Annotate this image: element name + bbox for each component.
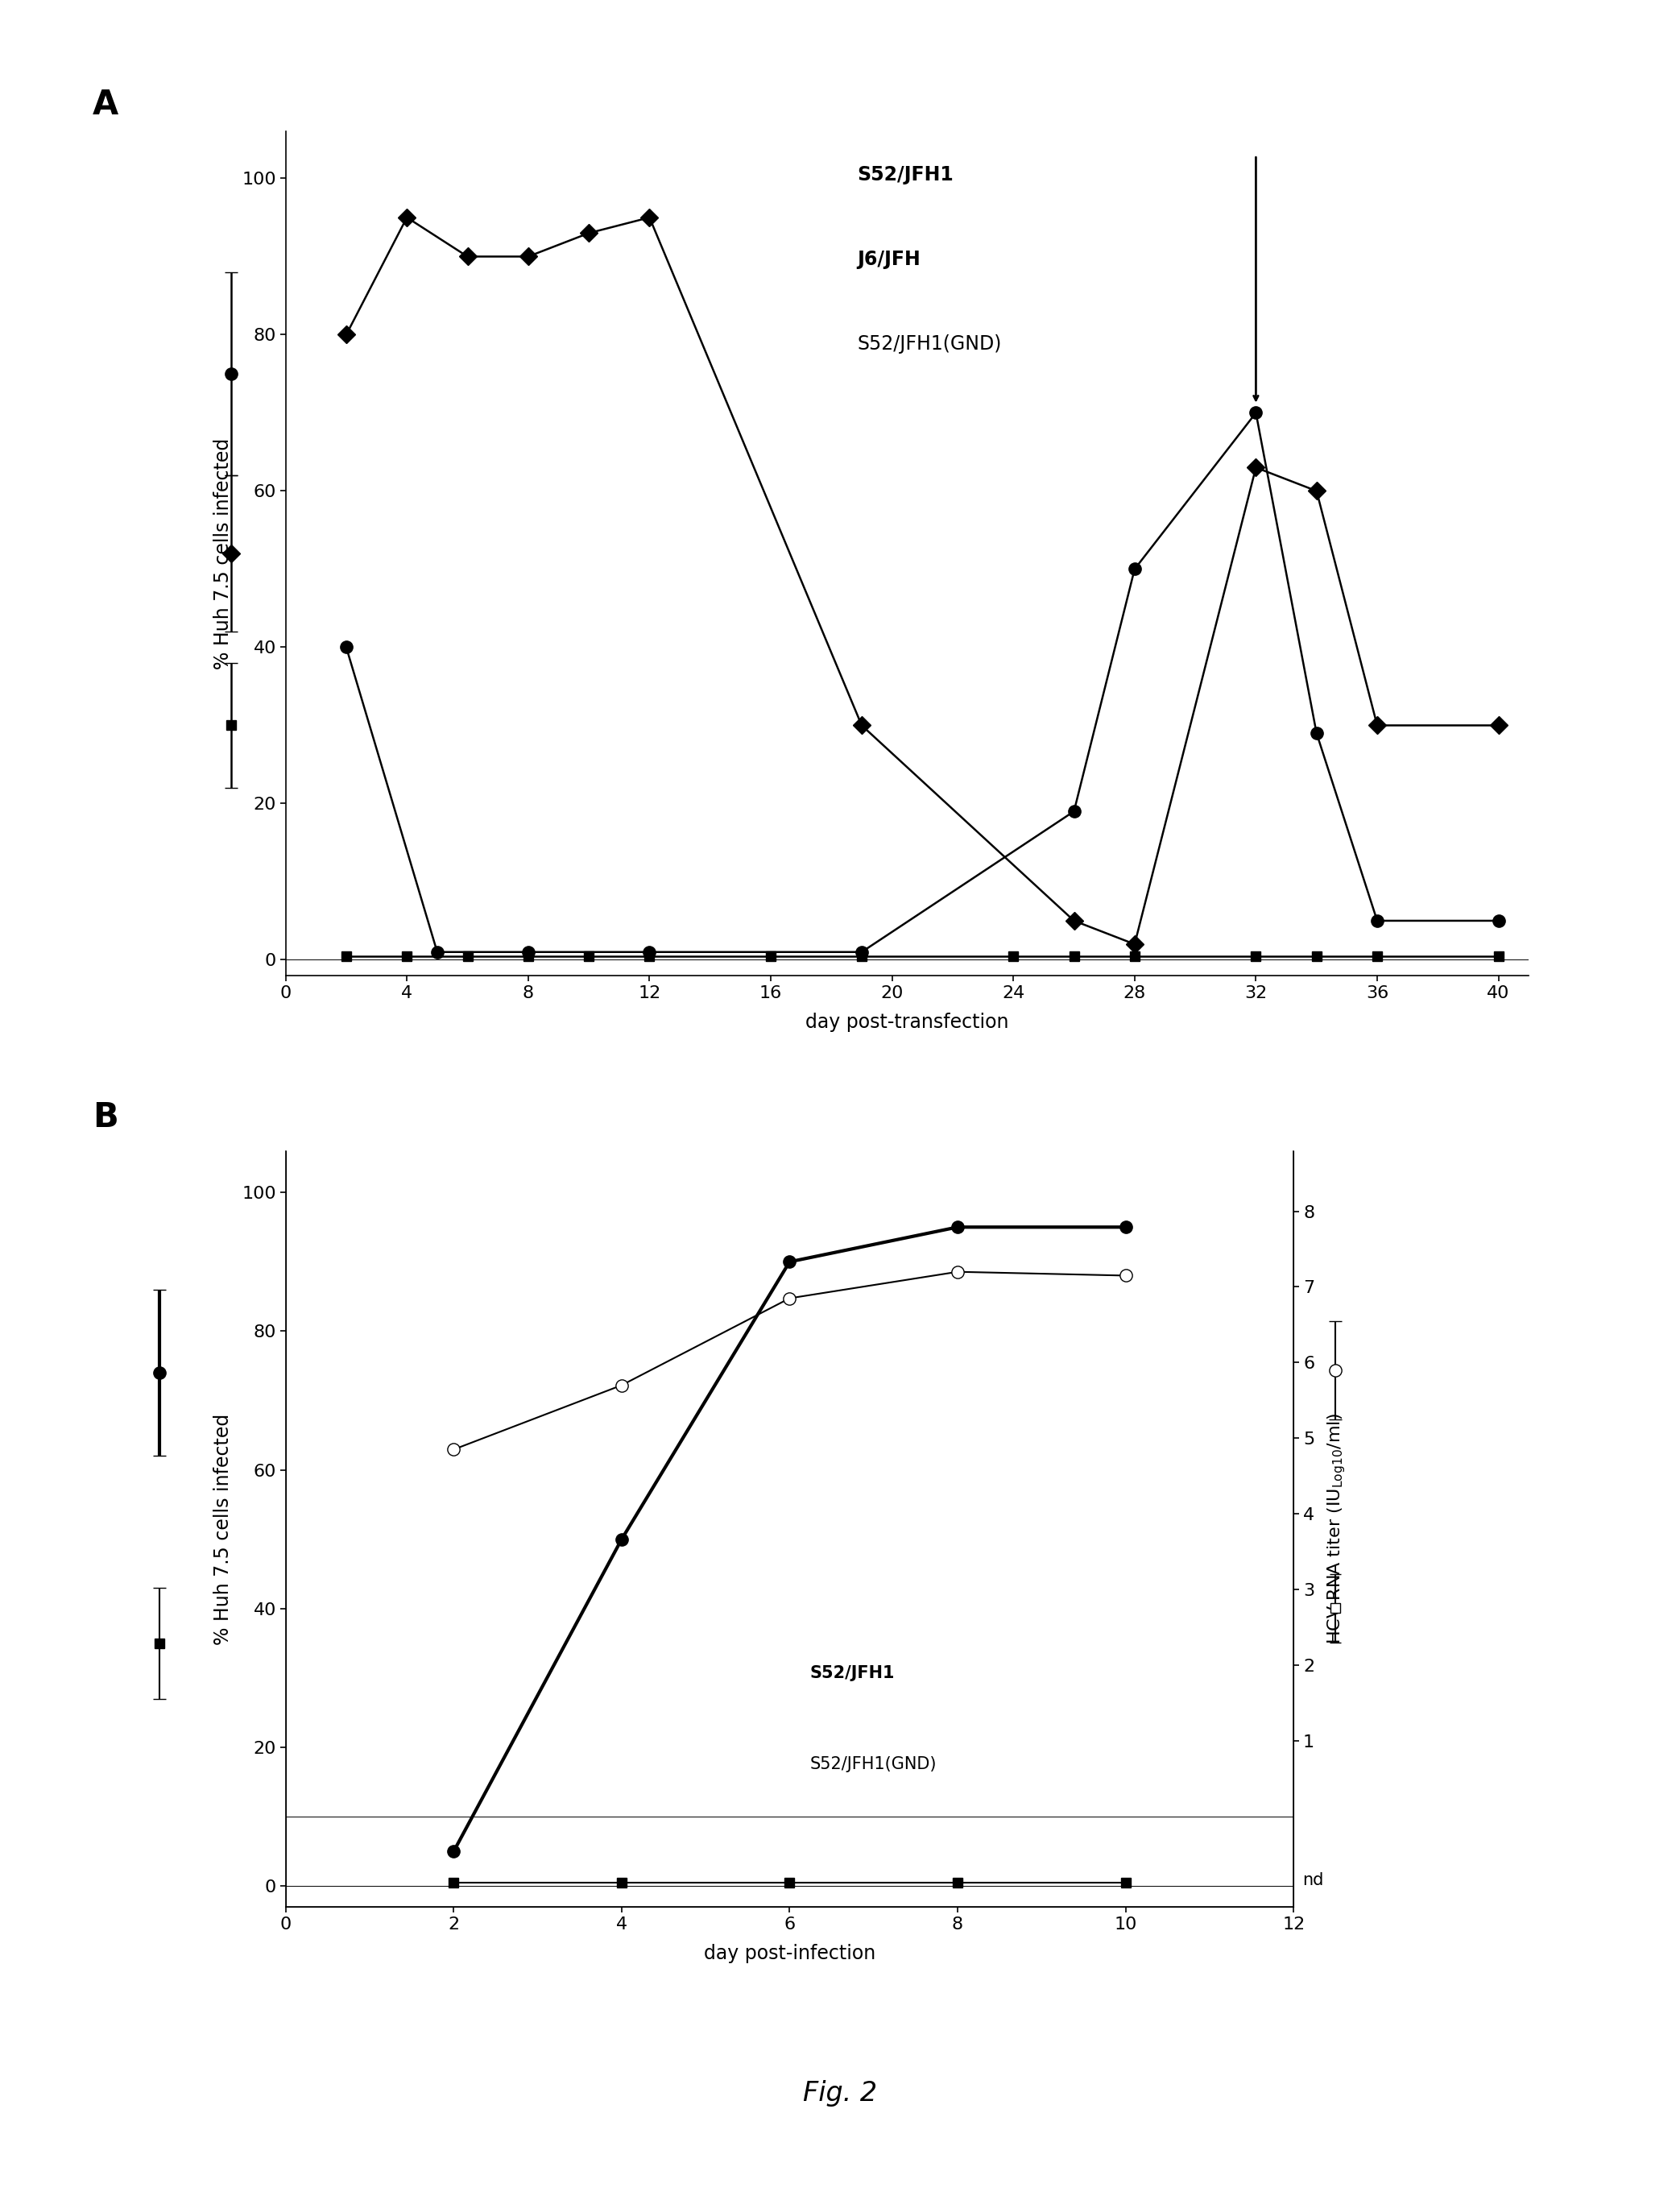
Y-axis label: % Huh 7.5 cells infected: % Huh 7.5 cells infected <box>213 1414 234 1644</box>
Text: S52/JFH1: S52/JFH1 <box>857 164 954 184</box>
Text: S52/JFH1: S52/JFH1 <box>810 1666 895 1681</box>
X-axis label: day post-infection: day post-infection <box>704 1944 875 1964</box>
Y-axis label: % Huh 7.5 cells infected: % Huh 7.5 cells infected <box>213 438 234 669</box>
X-axis label: day post-transfection: day post-transfection <box>805 1013 1010 1032</box>
Y-axis label: HCV RNA titer (IU$_{\mathrm{Log10}}$/ml): HCV RNA titer (IU$_{\mathrm{Log10}}$/ml) <box>1326 1414 1347 1644</box>
Text: S52/JFH1(GND): S52/JFH1(GND) <box>857 333 1001 353</box>
Text: S52/JFH1(GND): S52/JFH1(GND) <box>810 1756 937 1771</box>
Text: Fig. 2: Fig. 2 <box>803 2080 877 2107</box>
Text: B: B <box>92 1100 118 1133</box>
Text: J6/JFH: J6/JFH <box>857 250 921 270</box>
Text: A: A <box>92 88 118 121</box>
Text: nd: nd <box>1302 1872 1324 1890</box>
